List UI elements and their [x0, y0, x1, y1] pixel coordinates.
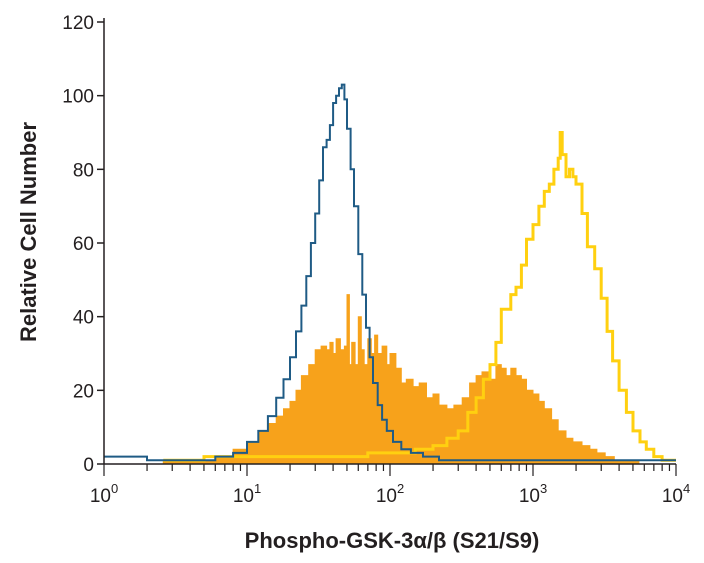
series-3-outline [104, 83, 676, 462]
x-tick-label: 103 [519, 481, 547, 507]
y-axis-label: Relative Cell Number [16, 122, 41, 343]
y-tick-label: 80 [73, 160, 94, 181]
x-tick-label: 102 [376, 481, 404, 507]
y-tick-label: 60 [73, 234, 94, 255]
axes-layer: 0 20 40 60 80 100 120 100 101 102 103 104 [62, 13, 690, 507]
y-tick-label: 0 [83, 455, 94, 476]
x-axis-label: Phospho-GSK-3α/β (S21/S9) [245, 528, 540, 553]
series-1-filled [162, 294, 640, 465]
x-tick-label: 100 [90, 481, 118, 507]
series-layer [104, 83, 676, 465]
y-tick-label: 120 [62, 13, 94, 34]
x-tick-label: 101 [233, 481, 261, 507]
y-tick-label: 20 [73, 381, 94, 402]
x-tick-label: 104 [662, 481, 690, 507]
y-tick-label: 40 [73, 308, 94, 329]
y-tick-label: 100 [62, 87, 94, 108]
series-2-outline [163, 131, 676, 462]
